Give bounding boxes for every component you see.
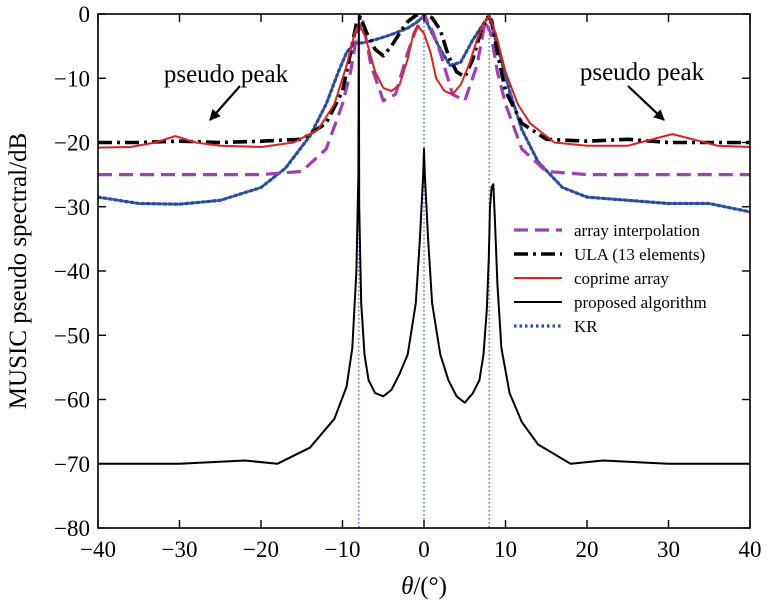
- x-tick-label: 40: [739, 537, 762, 562]
- y-tick-label: −50: [54, 323, 90, 348]
- y-tick-label: −20: [54, 131, 90, 156]
- legend-label: proposed algorithm: [574, 293, 707, 312]
- y-tick-label: −40: [54, 259, 90, 284]
- annotation-arrow: [209, 85, 241, 121]
- y-axis-label: MUSIC pseudo spectral/dB: [5, 133, 32, 409]
- pseudo-peak-annotation: pseudo peak: [580, 59, 705, 86]
- series-line-proposed-algorithm: [98, 14, 750, 465]
- legend-label: ULA (13 elements): [574, 245, 705, 264]
- x-tick-label: −10: [325, 537, 361, 562]
- y-tick-label: −70: [54, 452, 90, 477]
- series-line-array-interpolation: [98, 14, 750, 177]
- legend-label: coprime array: [574, 269, 669, 288]
- axis-ticks: −40 −30 −20 −10 0 10 20 30 40 0 −10 −20 −30 −40 −50 −60…: [54, 2, 761, 562]
- x-tick-label: 20: [576, 537, 599, 562]
- y-tick-label: −60: [54, 388, 90, 413]
- pseudo-peak-annotation: pseudo peak: [164, 61, 289, 88]
- annotation-arrow: [627, 85, 665, 121]
- legend-label: KR: [574, 317, 598, 336]
- series-line-ula-13-elements: [98, 14, 750, 145]
- series-line-kr: [98, 14, 750, 214]
- x-tick-label: 0: [418, 537, 430, 562]
- x-tick-label: 10: [494, 537, 517, 562]
- y-tick-label: 0: [79, 2, 91, 27]
- series-line-coprime-array: [98, 14, 750, 149]
- legend-label: array interpolation: [574, 221, 701, 240]
- y-tick-label: −80: [54, 516, 90, 541]
- x-tick-label: 30: [657, 537, 680, 562]
- x-tick-label: −40: [80, 537, 116, 562]
- annotations: pseudo peak pseudo peak: [164, 59, 705, 121]
- x-tick-label: −20: [243, 537, 279, 562]
- y-tick-label: −30: [54, 195, 90, 220]
- x-tick-label: −30: [162, 537, 198, 562]
- y-tick-label: −10: [54, 66, 90, 91]
- x-axis-label: θ/(°): [401, 573, 447, 600]
- series-group: [98, 14, 750, 465]
- legend: array interpolation ULA (13 elements) copr…: [514, 221, 707, 336]
